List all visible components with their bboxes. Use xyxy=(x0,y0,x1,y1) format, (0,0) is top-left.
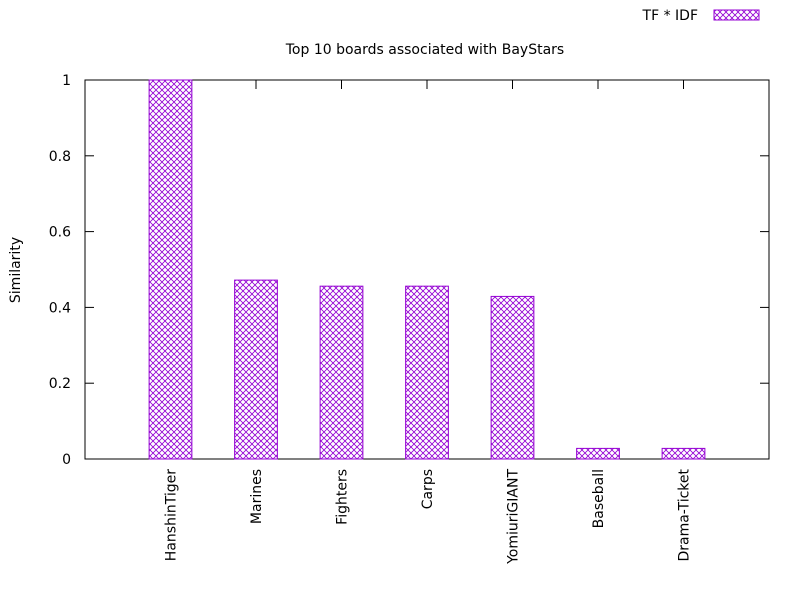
bars-group xyxy=(148,79,706,460)
x-tick-label: Drama-Ticket xyxy=(677,469,693,562)
y-tick-label: 1 xyxy=(62,73,71,89)
y-axis-label: Similarity xyxy=(8,237,24,303)
bar xyxy=(576,447,620,460)
y-tick-label: 0.6 xyxy=(49,225,71,241)
y-tick-label: 0.2 xyxy=(49,376,71,392)
x-tick-label: HanshinTiger xyxy=(164,469,180,561)
y-tick-label: 0 xyxy=(62,452,71,468)
y-tick-label: 0.4 xyxy=(49,300,71,316)
legend-swatch xyxy=(713,9,760,21)
bar xyxy=(661,447,706,460)
x-tick-label: Fighters xyxy=(335,469,351,525)
bar xyxy=(319,285,364,460)
x-tick-label: Baseball xyxy=(591,469,607,528)
x-tick-labels: HanshinTiger Marines Fighters Carps YomiuriG… xyxy=(164,469,693,565)
y-tick-label: 0.8 xyxy=(49,149,71,165)
bar xyxy=(148,79,193,460)
bar xyxy=(490,295,535,460)
bar xyxy=(405,285,449,460)
bar xyxy=(234,279,278,460)
chart-title: Top 10 boards associated with BayStars xyxy=(285,42,564,58)
x-tick-label: Marines xyxy=(249,469,265,524)
legend-label: TF * IDF xyxy=(642,8,698,24)
x-tick-label: Carps xyxy=(420,469,436,509)
x-tick-label: YomiuriGIANT xyxy=(506,469,522,565)
